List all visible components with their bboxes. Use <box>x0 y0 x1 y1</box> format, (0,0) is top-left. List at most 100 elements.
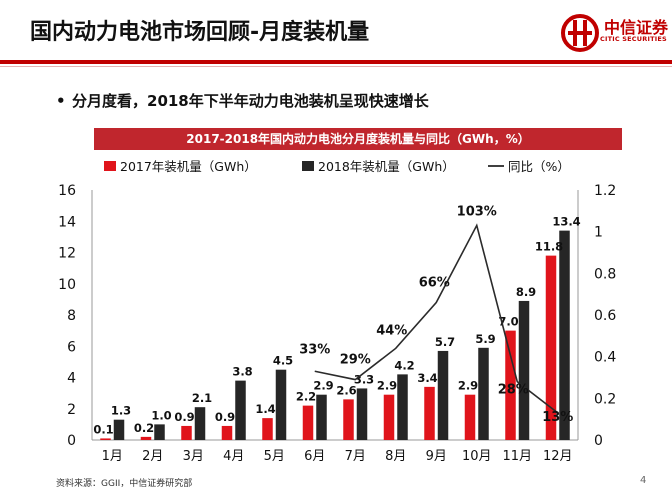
bullet-icon: • <box>56 92 66 110</box>
legend-label-2018: 2018年装机量（GWh） <box>318 159 455 174</box>
monthly-installation-chart: 2017年装机量（GWh） 2018年装机量（GWh） 同比（%）024681012… <box>58 159 616 464</box>
data-label-2018: 8.9 <box>516 285 536 299</box>
yoy-data-label: 33% <box>299 342 330 357</box>
bar-2017-11 <box>505 330 516 440</box>
bar-2017-7 <box>343 399 354 440</box>
y-left-tick-label: 16 <box>58 183 76 199</box>
yoy-data-label: 103% <box>457 204 497 219</box>
bar-2017-5 <box>262 418 273 440</box>
legend-label-2017: 2017年装机量（GWh） <box>120 159 257 174</box>
citic-emblem-icon <box>561 14 599 52</box>
page-number: 4 <box>640 475 647 486</box>
bar-2017-3 <box>181 425 192 440</box>
citic-logo: 中信证券 CITIC SECURITIES <box>560 13 669 53</box>
x-tick-label: 11月 <box>502 449 532 464</box>
bullet-text: 分月度看，2018年下半年动力电池装机呈现快速增长 <box>72 92 429 110</box>
data-label-2018: 4.2 <box>394 358 414 372</box>
header-divider-thin <box>0 66 672 67</box>
yoy-data-label: 28% <box>498 383 529 398</box>
data-label-2017: 3.4 <box>417 371 437 385</box>
bar-2018-6 <box>316 394 327 440</box>
y-left-tick-label: 12 <box>58 246 76 262</box>
data-label-2017: 11.8 <box>535 240 563 254</box>
bullet-point: • 分月度看，2018年下半年动力电池装机呈现快速增长 <box>56 90 429 111</box>
y-right-tick-label: 0.6 <box>594 308 616 324</box>
data-label-2018: 3.8 <box>232 365 252 379</box>
y-left-tick-label: 4 <box>67 371 76 387</box>
y-left-tick-label: 6 <box>67 339 76 355</box>
data-label-2017: 0.9 <box>215 410 235 424</box>
yoy-line <box>314 223 559 414</box>
bar-2018-11 <box>518 300 530 440</box>
bar-2018-12 <box>559 230 570 440</box>
y-right-tick-label: 0.4 <box>594 350 616 366</box>
data-label-2018: 1.3 <box>111 404 131 418</box>
legend-swatch-2018 <box>302 161 314 171</box>
bar-2017-6 <box>302 405 314 440</box>
x-tick-label: 10月 <box>462 449 492 464</box>
y-left-tick-label: 2 <box>67 402 76 418</box>
data-label-2018: 4.5 <box>273 354 293 368</box>
bar-2018-5 <box>275 369 287 440</box>
legend-swatch-2017 <box>104 161 116 171</box>
y-right-tick-label: 1.2 <box>594 183 616 199</box>
data-label-2018: 5.7 <box>435 335 455 349</box>
y-right-tick-label: 1 <box>594 225 603 241</box>
y-left-tick-label: 8 <box>67 308 76 324</box>
data-label-2018: 2.9 <box>313 379 333 393</box>
bar-2017-12 <box>545 255 557 440</box>
bar-2018-10 <box>478 347 489 440</box>
header-divider <box>0 60 672 64</box>
bar-2017-10 <box>464 394 476 440</box>
x-tick-label: 3月 <box>183 449 204 464</box>
y-left-tick-label: 10 <box>58 277 76 293</box>
bar-2018-1 <box>113 419 125 440</box>
y-left-tick-label: 0 <box>67 433 76 449</box>
x-tick-label: 5月 <box>264 449 285 464</box>
yoy-data-label: 44% <box>376 323 407 338</box>
bar-2017-9 <box>424 386 435 440</box>
data-label-2017: 1.4 <box>255 402 275 416</box>
data-label-2017: 2.6 <box>336 383 356 397</box>
bar-2017-2 <box>140 436 152 440</box>
bar-2017-1 <box>100 438 111 440</box>
y-right-tick-label: 0 <box>594 433 603 449</box>
data-label-2018: 1.0 <box>151 408 171 422</box>
bar-2018-9 <box>437 350 449 440</box>
x-tick-label: 6月 <box>304 449 325 464</box>
x-tick-label: 4月 <box>223 449 244 464</box>
bar-2018-4 <box>235 380 246 440</box>
y-right-tick-label: 0.8 <box>594 266 616 282</box>
data-label-2017: 0.2 <box>134 421 154 435</box>
bar-2018-2 <box>154 424 165 440</box>
x-tick-label: 9月 <box>426 449 447 464</box>
yoy-data-label: 66% <box>419 276 450 291</box>
yoy-data-label: 29% <box>340 353 371 368</box>
data-label-2018: 2.1 <box>192 391 212 405</box>
slide-title: 国内动力电池市场回顾-月度装机量 <box>30 20 370 45</box>
data-label-2017: 2.2 <box>296 390 316 404</box>
bar-2017-8 <box>383 394 395 440</box>
data-label-2017: 2.9 <box>458 379 478 393</box>
data-label-2017: 0.1 <box>93 422 113 436</box>
data-label-2018: 5.9 <box>475 332 495 346</box>
source-note: 资料来源：GGII，中信证券研究部 <box>56 479 193 489</box>
data-label-2017: 2.9 <box>377 379 397 393</box>
legend-label-yoy: 同比（%） <box>508 159 570 174</box>
chart-title: 2017-2018年国内动力电池分月度装机量与同比（GWh，%） <box>94 128 622 150</box>
bar-2018-3 <box>194 407 206 440</box>
logo-name: 中信证券 <box>604 18 669 37</box>
logo-subtitle: CITIC SECURITIES <box>600 35 667 43</box>
data-label-2018: 13.4 <box>552 215 580 229</box>
bar-2018-7 <box>356 388 368 440</box>
x-tick-label: 8月 <box>385 449 406 464</box>
yoy-data-label: 13% <box>542 410 573 425</box>
y-left-tick-label: 14 <box>58 214 76 230</box>
bar-2018-8 <box>397 374 408 440</box>
x-tick-label: 2月 <box>142 449 163 464</box>
y-right-tick-label: 0.2 <box>594 391 616 407</box>
data-label-2017: 0.9 <box>174 410 194 424</box>
x-tick-label: 12月 <box>543 449 573 464</box>
x-tick-label: 7月 <box>345 449 366 464</box>
data-label-2018: 3.3 <box>354 372 374 386</box>
